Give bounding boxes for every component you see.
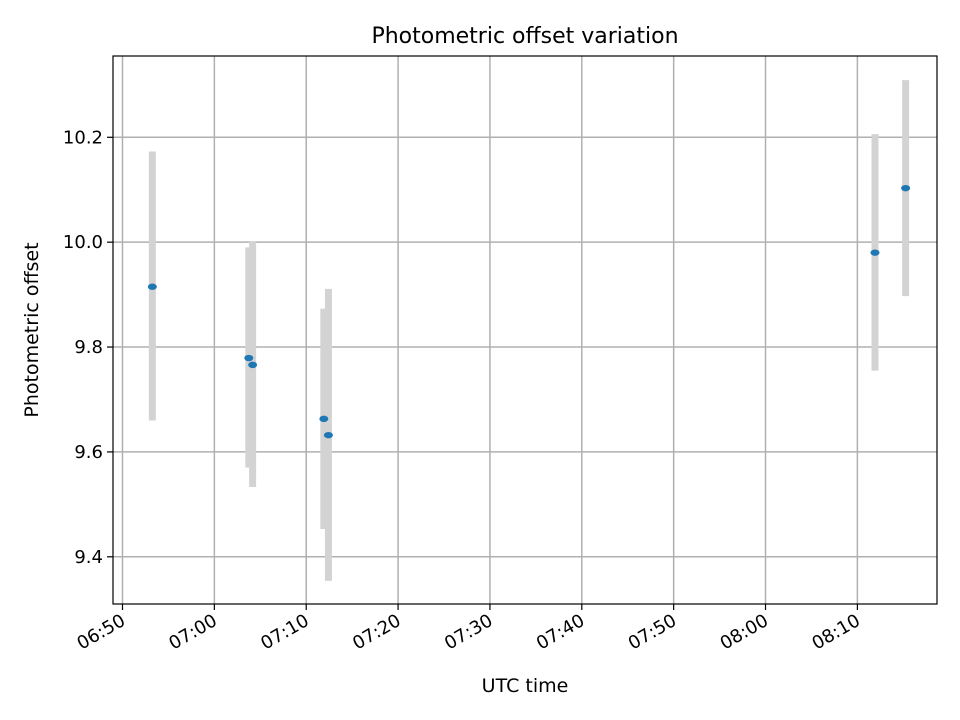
data-point	[870, 249, 880, 256]
y-axis: 9.4 9.6 9.8 10.0 10.2	[63, 127, 113, 568]
grid	[113, 56, 937, 604]
data-point	[901, 184, 911, 192]
y-axis-title: Photometric offset	[21, 242, 43, 417]
x-axis: 06:50 07:00 07:10 07:20 07:30 07:40 07:50 08:00…	[74, 604, 864, 654]
y-tick-label: 9.8	[74, 337, 103, 358]
x-tick-label: 08:10	[808, 610, 863, 654]
data-point	[244, 354, 254, 362]
x-tick-label: 07:30	[441, 610, 496, 654]
error-bars	[148, 80, 910, 581]
y-tick-label: 9.4	[74, 547, 103, 568]
x-tick-label: 08:00	[717, 610, 772, 654]
x-axis-title: UTC time	[482, 675, 569, 697]
y-tick-label: 10.0	[63, 232, 103, 253]
data-point	[323, 431, 333, 439]
x-tick-label: 06:50	[74, 610, 129, 654]
x-tick-label: 07:50	[625, 610, 680, 654]
x-tick-label: 07:20	[349, 610, 404, 654]
chart-title: Photometric offset variation	[371, 24, 678, 49]
data-point	[248, 361, 258, 369]
data-point	[147, 283, 157, 290]
y-tick-label: 9.6	[74, 442, 103, 463]
x-tick-label: 07:40	[533, 610, 588, 654]
y-tick-label: 10.2	[63, 127, 103, 148]
x-tick-label: 07:00	[165, 610, 220, 654]
data-points	[147, 184, 911, 439]
plot-frame	[112, 55, 938, 605]
x-tick-label: 07:10	[257, 610, 312, 654]
data-point	[319, 415, 329, 423]
